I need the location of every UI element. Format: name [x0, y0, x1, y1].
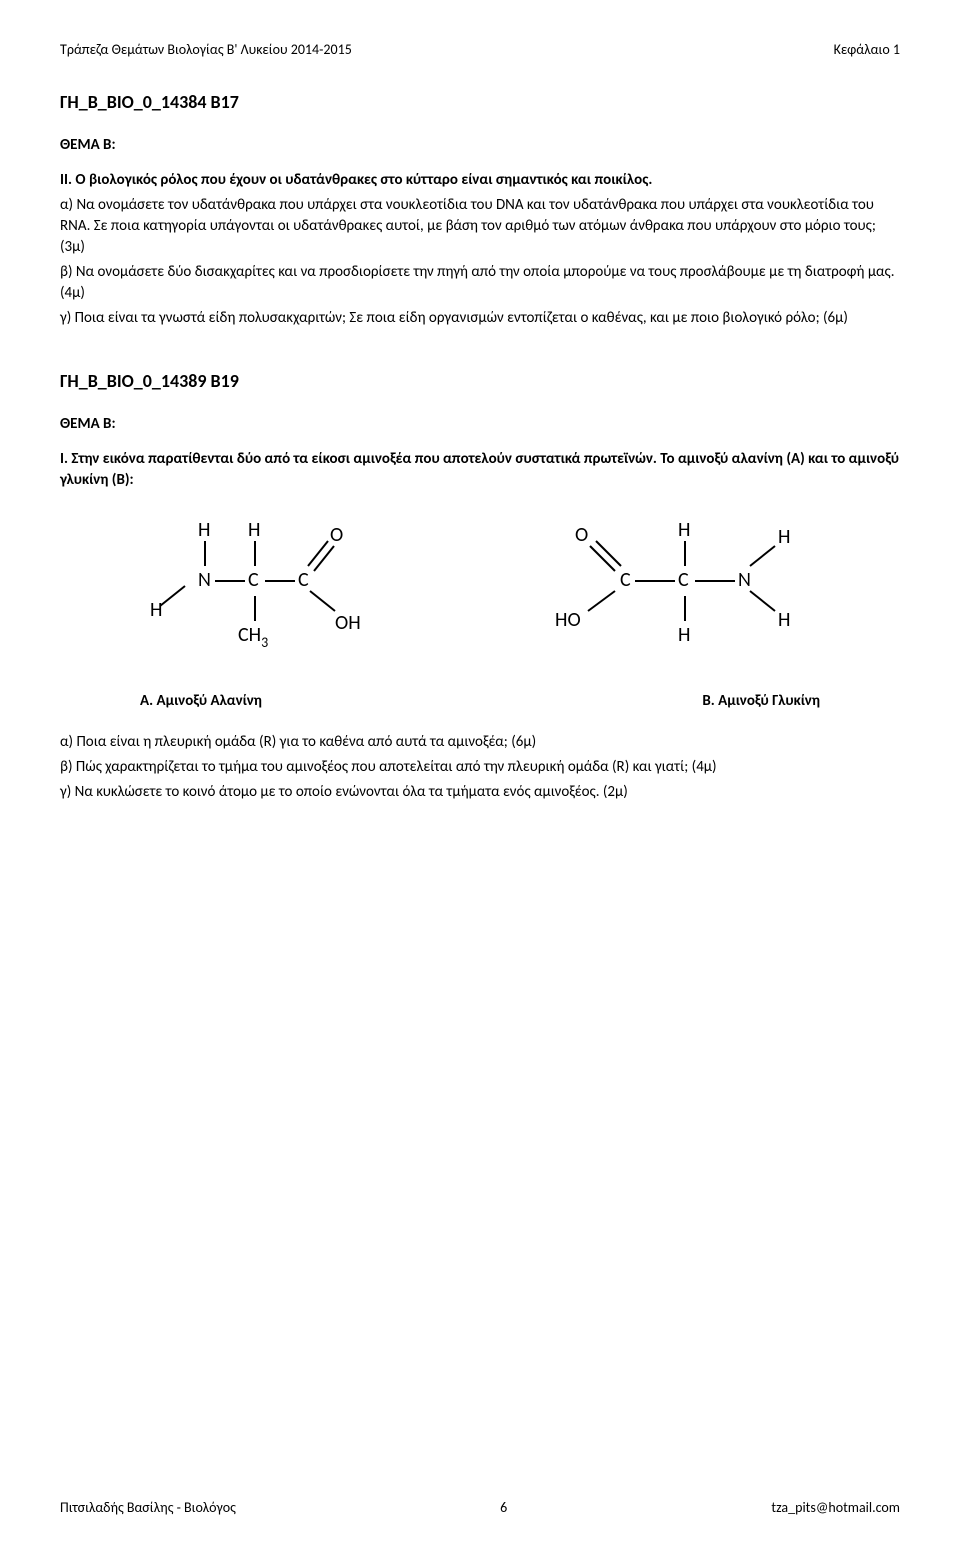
document-page: Τράπεζα Θεμάτων Βιολογίας Β' Λυκείου 201… [0, 0, 960, 1548]
atom-h3-gly: H [778, 525, 790, 549]
section-code-b17: ΓΗ_Β_ΒΙΟ_0_14384 Β17 [60, 90, 900, 115]
footer-page-number: 6 [500, 1498, 507, 1518]
page-header: Τράπεζα Θεμάτων Βιολογίας Β' Λυκείου 201… [60, 40, 900, 60]
footer-author: Πιτσιλαδής Βασίλης - Βιολόγος [60, 1498, 236, 1518]
atom-h2-gly: H [678, 623, 690, 647]
intro-text-b17: Ο βιολογικός ρόλος που έχουν οι υδατάνθρ… [75, 171, 652, 189]
molecule-labels: Α. Αμινοξύ Αλανίνη Β. Αμινοξύ Γλυκίνη [140, 691, 820, 712]
theme-label-b19: ΘΕΜΑ Β: [60, 414, 900, 435]
atom-h4-gly: H [778, 608, 790, 632]
q-c-b19: γ) Να κυκλώσετε το κοινό άτομο με το οπο… [60, 782, 900, 803]
atom-o: O [330, 523, 343, 547]
atom-c1: C [248, 568, 259, 592]
section-code-b19: ΓΗ_Β_ΒΙΟ_0_14389 Β19 [60, 369, 900, 394]
atom-n: N [198, 568, 211, 592]
atom-c2-gly: C [678, 568, 689, 592]
atom-n-gly: N [738, 568, 751, 592]
q-c-b17: γ) Ποια είναι τα γνωστά είδη πολυσακχαρι… [60, 308, 900, 329]
atom-ch3: CH3 [238, 623, 268, 651]
q-b-b19: β) Πώς χαρακτηρίζεται το τμήμα του αμινο… [60, 757, 900, 778]
section-b19: ΓΗ_Β_ΒΙΟ_0_14389 Β19 ΘΕΜΑ Β: I. Στην εικ… [60, 369, 900, 803]
atom-h-top-c: H [248, 518, 260, 542]
molecule-figures: H H N C H CH3 C O OH [60, 511, 900, 681]
q-b-text-b17: β) Να ονομάσετε δύο δισακχαρίτες και να … [60, 263, 895, 302]
atom-h-top-n: H [198, 518, 210, 542]
atom-c1-gly: C [620, 568, 631, 592]
intro-b17: II. Ο βιολογικός ρόλος που έχουν οι υδατ… [60, 170, 900, 191]
intro-b19: I. Στην εικόνα παρατίθενται δύο από τα ε… [60, 449, 900, 491]
theme-label-b17: ΘΕΜΑ Β: [60, 135, 900, 156]
q-a-text-b17: α) Να ονομάσετε τον υδατάνθρακα που υπάρ… [60, 196, 876, 256]
q-b-text-b19: β) Πώς χαρακτηρίζεται το τμήμα του αμινο… [60, 758, 717, 776]
q-c-text-b19: γ) Να κυκλώσετε το κοινό άτομο με το οπο… [60, 783, 628, 801]
atom-oh: OH [335, 611, 361, 635]
q-b-b17: β) Να ονομάσετε δύο δισακχαρίτες και να … [60, 262, 900, 304]
label-alanine: Α. Αμινοξύ Αλανίνη [140, 691, 262, 712]
footer-email: tza_pits@hotmail.com [771, 1498, 900, 1518]
atom-o-gly: O [575, 523, 588, 547]
q-a-b19: α) Ποια είναι η πλευρική ομάδα (R) για τ… [60, 732, 900, 753]
intro-num-b19: I. [60, 450, 68, 468]
molecule-alanine: H H N C H CH3 C O OH [130, 511, 390, 681]
header-right: Κεφάλαιο 1 [834, 40, 900, 60]
molecule-glycine: O HO C C H H N H H [530, 511, 830, 681]
intro-text-b19: Στην εικόνα παρατίθενται δύο από τα είκο… [60, 450, 899, 489]
header-left: Τράπεζα Θεμάτων Βιολογίας Β' Λυκείου 201… [60, 40, 352, 60]
page-footer: Πιτσιλαδής Βασίλης - Βιολόγος 6 tza_pits… [60, 1498, 900, 1518]
section-b17: ΓΗ_Β_ΒΙΟ_0_14384 Β17 ΘΕΜΑ Β: II. Ο βιολο… [60, 90, 900, 329]
q-a-b17: α) Να ονομάσετε τον υδατάνθρακα που υπάρ… [60, 195, 900, 258]
atom-h1-gly: H [678, 518, 690, 542]
atom-ho-gly: HO [555, 608, 581, 632]
atom-h-left: H [150, 598, 162, 622]
intro-num-b17: II. [60, 171, 72, 189]
q-a-text-b19: α) Ποια είναι η πλευρική ομάδα (R) για τ… [60, 733, 536, 751]
q-c-text-b17: γ) Ποια είναι τα γνωστά είδη πολυσακχαρι… [60, 309, 848, 327]
label-glycine: Β. Αμινοξύ Γλυκίνη [702, 691, 820, 712]
atom-c2: C [298, 568, 309, 592]
